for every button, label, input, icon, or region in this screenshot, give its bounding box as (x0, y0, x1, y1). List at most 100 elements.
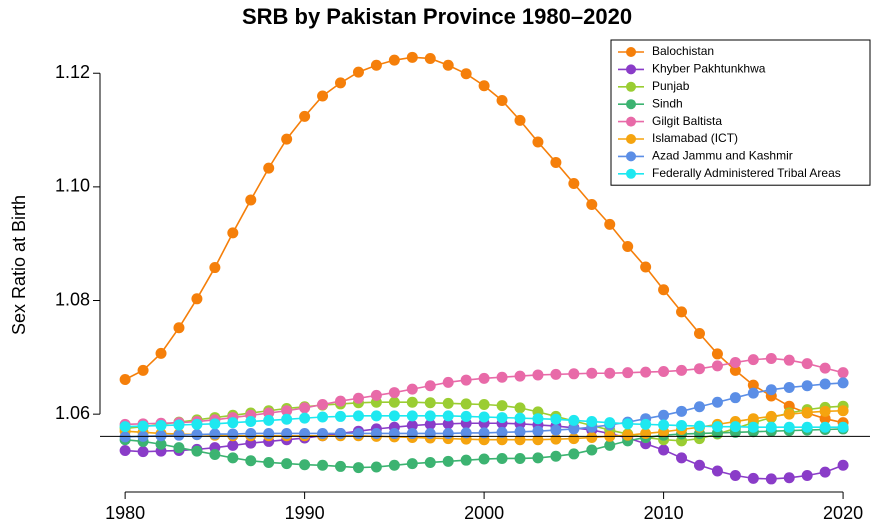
data-point (514, 370, 526, 382)
data-point (658, 419, 670, 431)
data-point (568, 433, 580, 445)
data-point (711, 348, 723, 360)
data-point (765, 473, 777, 485)
data-point (568, 177, 580, 189)
data-point (155, 420, 167, 432)
data-point (406, 427, 418, 439)
data-point (478, 411, 490, 423)
data-point (388, 396, 400, 408)
data-point (317, 90, 329, 102)
data-point (640, 366, 652, 378)
data-point (388, 410, 400, 422)
data-point (532, 434, 544, 446)
data-point (837, 367, 849, 379)
data-point (352, 66, 364, 78)
data-point (711, 396, 723, 408)
data-point (299, 110, 311, 122)
data-point (783, 408, 795, 420)
legend-marker (626, 116, 636, 127)
legend-marker (626, 47, 636, 57)
data-point (442, 376, 454, 388)
data-point (783, 354, 795, 366)
data-point (209, 418, 221, 430)
data-point (496, 412, 508, 424)
data-point (819, 362, 831, 374)
data-point (281, 405, 293, 417)
data-point (496, 371, 508, 383)
data-point (424, 456, 436, 468)
data-point (586, 416, 598, 428)
data-point (532, 136, 544, 148)
data-point (424, 410, 436, 422)
data-point (227, 227, 239, 239)
data-point (514, 114, 526, 126)
x-tick-label: 2000 (464, 503, 504, 523)
data-point (568, 423, 580, 435)
data-point (622, 241, 634, 253)
data-point (496, 400, 508, 412)
data-point (765, 352, 777, 364)
data-point (352, 427, 364, 439)
data-point (496, 95, 508, 107)
data-point (550, 424, 562, 436)
data-point (137, 420, 149, 432)
data-point (496, 426, 508, 438)
data-point (783, 472, 795, 484)
data-point (514, 434, 526, 446)
data-point (388, 387, 400, 399)
data-point (263, 162, 275, 174)
data-point (370, 389, 382, 401)
data-point (478, 453, 490, 465)
data-point (352, 392, 364, 404)
data-point (819, 466, 831, 478)
y-axis-label: Sex Ratio at Birth (9, 195, 29, 335)
legend: Balochistan Khyber Pakhtunkhwa Punjab Sindh… (610, 39, 871, 186)
data-point (478, 398, 490, 410)
data-point (317, 398, 329, 410)
data-point (442, 397, 454, 409)
data-point (460, 374, 472, 386)
data-point (747, 379, 759, 391)
data-point (173, 442, 185, 454)
data-point (568, 448, 580, 460)
data-point (352, 462, 364, 474)
legend-box (610, 39, 871, 186)
data-point (604, 439, 616, 451)
legend-label: Balochistan (652, 44, 714, 58)
y-tick-label: 1.08 (55, 289, 90, 309)
data-point (622, 367, 634, 379)
data-point (406, 420, 418, 432)
data-point (729, 392, 741, 404)
data-point (442, 455, 454, 467)
data-point (568, 368, 580, 380)
data-point (586, 367, 598, 379)
legend-marker (626, 134, 636, 144)
data-point (424, 397, 436, 409)
data-point (406, 458, 418, 470)
data-point (640, 261, 652, 273)
data-point (765, 384, 777, 396)
data-point (281, 413, 293, 425)
data-point (227, 417, 239, 429)
data-point (604, 367, 616, 379)
data-point (658, 366, 670, 378)
data-point (424, 380, 436, 392)
data-point (801, 421, 813, 433)
x-tick-label: 1990 (285, 503, 325, 523)
data-point (119, 373, 131, 385)
data-point (173, 322, 185, 334)
data-point (819, 405, 831, 417)
data-point (335, 77, 347, 89)
data-point (711, 465, 723, 477)
data-point (263, 414, 275, 426)
data-point (478, 80, 490, 92)
data-point (191, 445, 203, 457)
data-point (676, 452, 688, 464)
data-point (460, 398, 472, 410)
data-point (191, 429, 203, 441)
data-point (676, 306, 688, 318)
data-point (658, 444, 670, 456)
data-point (460, 410, 472, 422)
data-point (317, 427, 329, 439)
data-point (370, 461, 382, 473)
